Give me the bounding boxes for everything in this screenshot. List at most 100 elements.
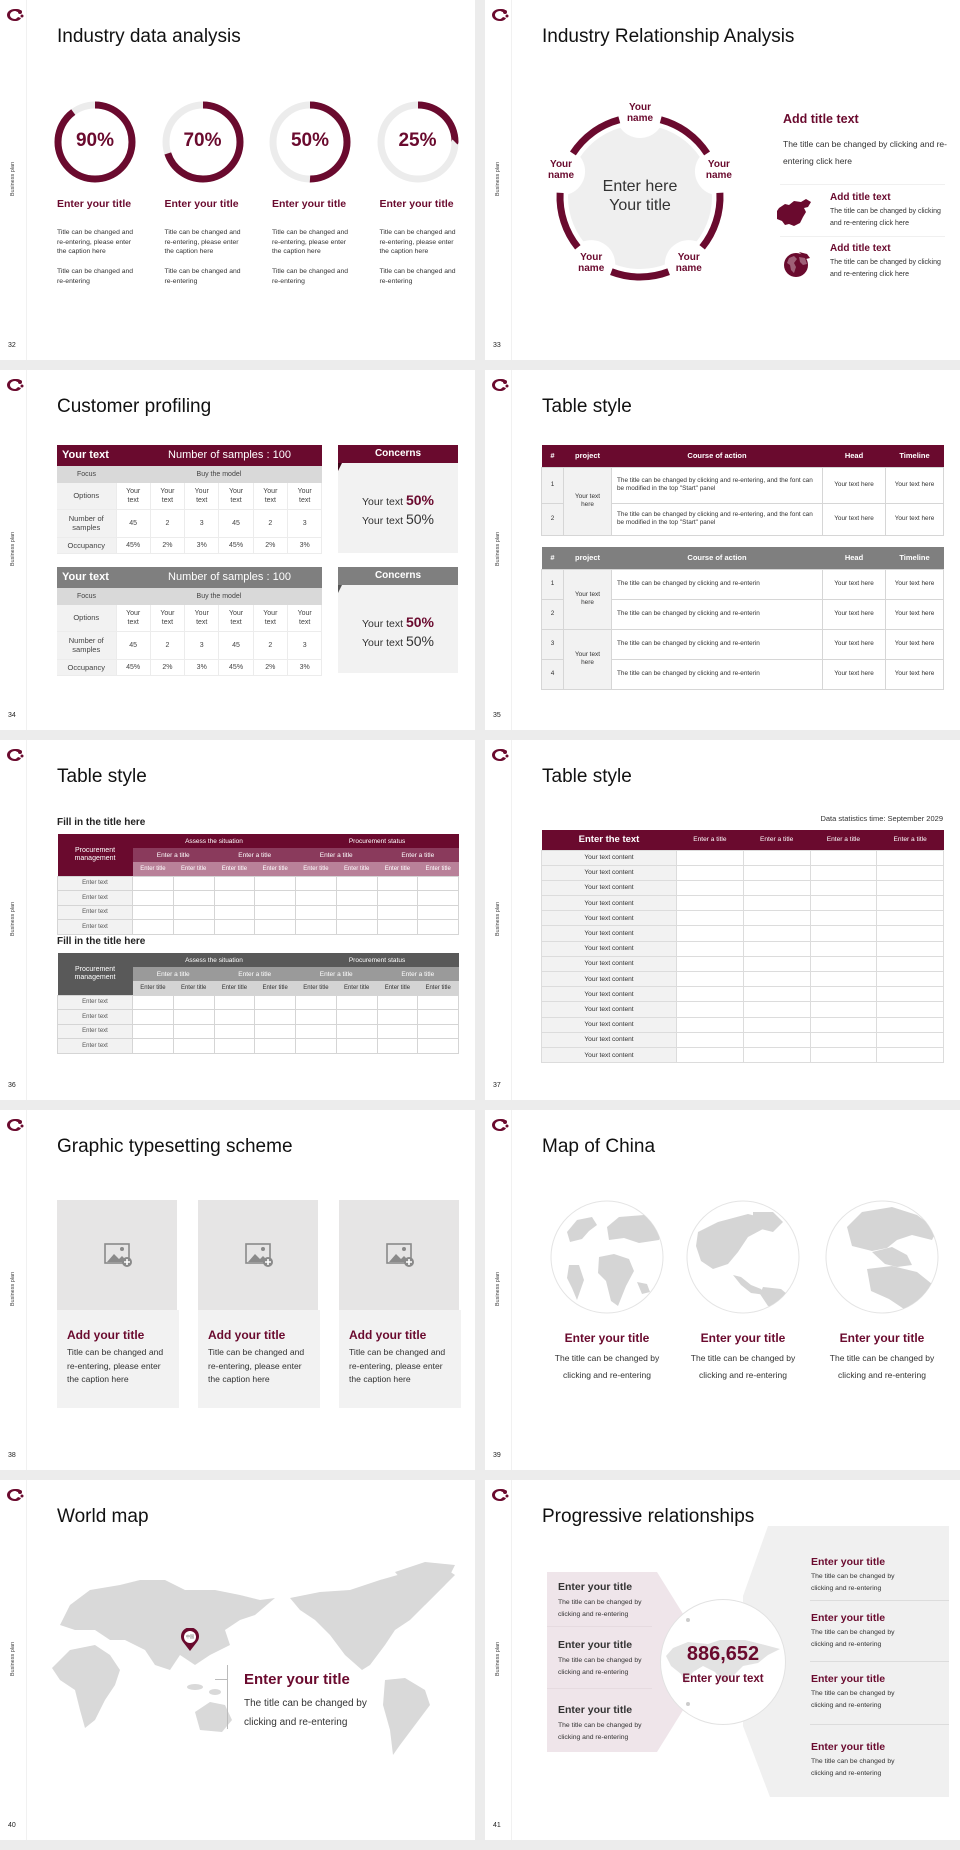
table-cell[interactable]	[172, 1009, 215, 1025]
slide-38[interactable]: Business plan 38 Graphic typesetting schem…	[0, 1110, 475, 1470]
table-cell[interactable]	[213, 904, 256, 920]
table-cell[interactable]	[809, 970, 878, 988]
table-cell[interactable]	[809, 955, 878, 973]
table-cell[interactable]	[376, 1023, 419, 1039]
table-cell[interactable]	[172, 904, 215, 920]
table-cell[interactable]	[213, 1038, 256, 1054]
table-cell[interactable]	[335, 875, 378, 891]
table-cell[interactable]	[809, 1016, 878, 1033]
table-cell[interactable]	[676, 925, 744, 942]
location-pin-icon[interactable]: 中国	[180, 1627, 200, 1652]
table-cell[interactable]	[172, 1023, 215, 1039]
table-cell[interactable]	[809, 1031, 878, 1048]
table-cell[interactable]	[335, 1023, 378, 1039]
table-cell[interactable]	[295, 1023, 337, 1039]
table-cell[interactable]	[376, 875, 419, 891]
table-cell[interactable]	[676, 910, 744, 927]
table-cell[interactable]	[742, 895, 811, 912]
table-cell[interactable]	[876, 986, 944, 1003]
table-cell[interactable]	[809, 864, 878, 881]
table-cell[interactable]	[254, 890, 296, 906]
table-cell[interactable]	[295, 919, 337, 935]
table-cell[interactable]	[254, 875, 296, 891]
slide-34[interactable]: Business plan 34 Customer profiling Your te…	[0, 370, 475, 730]
table-cell[interactable]	[809, 925, 878, 942]
slide-39[interactable]: Business plan 39 Map of China Enter your ti…	[485, 1110, 960, 1470]
table-cell[interactable]	[132, 919, 174, 935]
table-cell[interactable]	[213, 875, 256, 891]
table-cell[interactable]	[742, 879, 811, 897]
slide-37[interactable]: Business plan 37 Table style Data statistic…	[485, 740, 960, 1100]
table-cell[interactable]	[876, 879, 944, 897]
table-cell[interactable]	[809, 1046, 878, 1064]
table-cell[interactable]	[172, 919, 215, 935]
table-cell[interactable]	[742, 910, 811, 927]
table-cell[interactable]	[376, 904, 419, 920]
table-cell[interactable]	[417, 890, 460, 906]
table-cell[interactable]	[742, 849, 811, 866]
table-cell[interactable]	[376, 1038, 419, 1054]
table-cell[interactable]	[417, 1038, 460, 1054]
table-cell[interactable]	[172, 890, 215, 906]
table-cell[interactable]	[809, 940, 878, 957]
table-cell[interactable]	[172, 875, 215, 891]
slide-35[interactable]: Business plan 35 Table style # project Course…	[485, 370, 960, 730]
table-cell[interactable]	[676, 895, 744, 912]
table-cell[interactable]	[676, 1031, 744, 1048]
table-cell[interactable]	[809, 879, 878, 897]
slide-36[interactable]: Business plan 36 Table style Fill in the ti…	[0, 740, 475, 1100]
table-cell[interactable]	[254, 919, 296, 935]
table-cell[interactable]	[172, 994, 215, 1010]
table-cell[interactable]	[742, 1016, 811, 1033]
table-cell[interactable]	[676, 1001, 744, 1018]
table-cell[interactable]	[376, 994, 419, 1010]
table-cell[interactable]	[335, 1009, 378, 1025]
table-cell[interactable]	[676, 864, 744, 881]
table-cell[interactable]	[132, 1038, 174, 1054]
image-placeholder[interactable]	[198, 1200, 318, 1310]
table-cell[interactable]	[132, 994, 174, 1010]
table-cell[interactable]	[335, 1038, 378, 1054]
table-cell[interactable]	[809, 986, 878, 1003]
table-cell[interactable]	[876, 1046, 944, 1064]
table-cell[interactable]	[254, 904, 296, 920]
table-cell[interactable]	[876, 925, 944, 942]
table-cell[interactable]	[254, 994, 296, 1010]
table-cell[interactable]	[132, 1023, 174, 1039]
table-cell[interactable]	[876, 940, 944, 957]
table-cell[interactable]	[213, 919, 256, 935]
table-cell[interactable]	[742, 864, 811, 881]
table-cell[interactable]	[295, 875, 337, 891]
table-cell[interactable]	[876, 1031, 944, 1048]
table-cell[interactable]	[676, 1046, 744, 1064]
table-cell[interactable]	[742, 1031, 811, 1048]
table-cell[interactable]	[213, 994, 256, 1010]
table-cell[interactable]	[809, 910, 878, 927]
table-cell[interactable]	[742, 986, 811, 1003]
image-placeholder[interactable]	[339, 1200, 459, 1310]
table-cell[interactable]	[213, 890, 256, 906]
table-cell[interactable]	[417, 994, 460, 1010]
slide-33[interactable]: Business plan 33 Industry Relationship Ana…	[485, 0, 960, 360]
slide-41[interactable]: Business plan 41 Progressive relationships…	[485, 1480, 960, 1840]
table-cell[interactable]	[876, 955, 944, 973]
table-cell[interactable]	[742, 940, 811, 957]
table-cell[interactable]	[876, 910, 944, 927]
table-cell[interactable]	[742, 925, 811, 942]
table-cell[interactable]	[417, 904, 460, 920]
table-cell[interactable]	[213, 1023, 256, 1039]
table-cell[interactable]	[809, 849, 878, 866]
table-cell[interactable]	[295, 1009, 337, 1025]
table-cell[interactable]	[676, 955, 744, 973]
table-cell[interactable]	[295, 1038, 337, 1054]
table-cell[interactable]	[335, 919, 378, 935]
table-cell[interactable]	[676, 1016, 744, 1033]
table-cell[interactable]	[876, 1001, 944, 1018]
slide-32[interactable]: Business plan 32 Industry data analysis 90%…	[0, 0, 475, 360]
table-cell[interactable]	[876, 849, 944, 866]
table-cell[interactable]	[254, 1038, 296, 1054]
table-cell[interactable]	[132, 1009, 174, 1025]
table-cell[interactable]	[254, 1023, 296, 1039]
table-cell[interactable]	[876, 864, 944, 881]
table-cell[interactable]	[335, 994, 378, 1010]
